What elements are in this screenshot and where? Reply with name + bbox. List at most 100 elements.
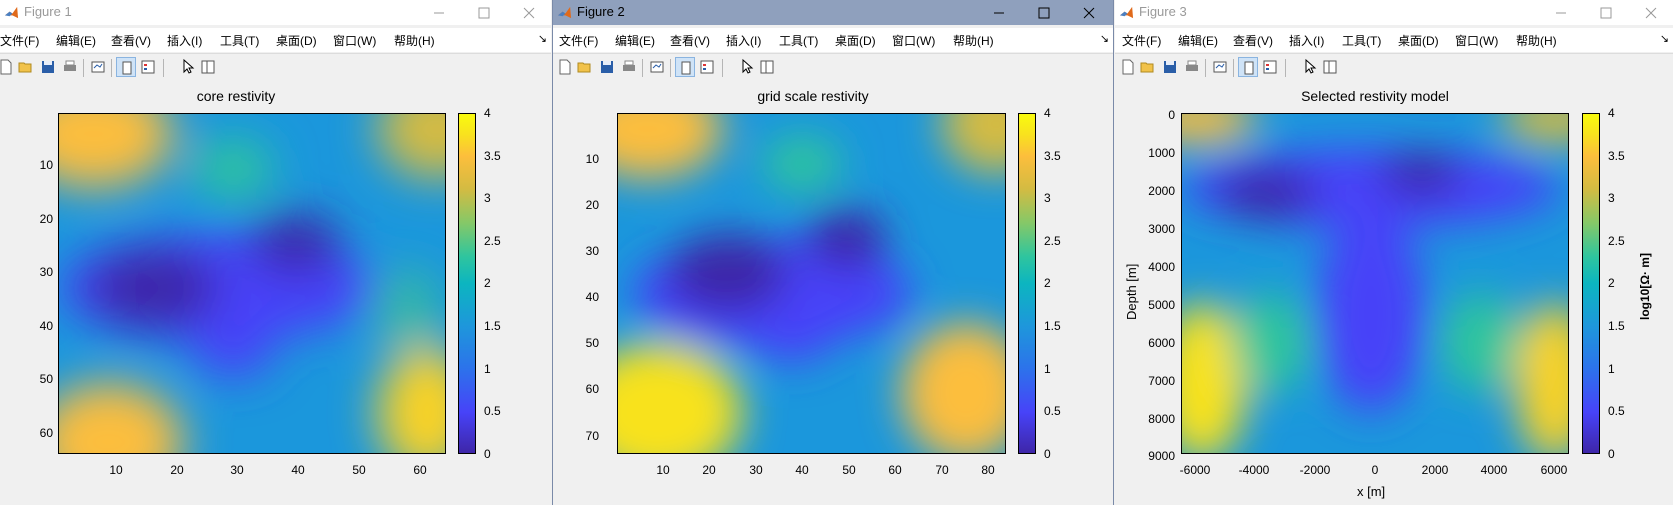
menu-help[interactable]: 帮助(H) xyxy=(953,34,994,48)
heatmap-grid-scale-restivity[interactable] xyxy=(617,113,1006,454)
colorbar[interactable] xyxy=(458,113,476,454)
link-plot-button[interactable] xyxy=(1210,57,1230,77)
heatmap-blob xyxy=(618,114,723,179)
minimize-button[interactable] xyxy=(416,0,461,25)
maximize-button[interactable] xyxy=(461,0,506,25)
property-inspector-button[interactable] xyxy=(757,57,777,77)
menu-view[interactable]: 查看(V) xyxy=(1233,34,1273,48)
colorbar-tick-label: 0.5 xyxy=(1044,404,1061,418)
menu-window[interactable]: 窗口(W) xyxy=(333,34,377,48)
edit-plot-button[interactable] xyxy=(178,57,198,77)
menu-edit[interactable]: 编辑(E) xyxy=(56,34,96,48)
menu-insert[interactable]: 插入(I) xyxy=(1289,34,1325,48)
menu-edit[interactable]: 编辑(E) xyxy=(1178,34,1218,48)
property-inspector-button[interactable] xyxy=(198,57,218,77)
dock-figure-button[interactable] xyxy=(116,57,136,77)
y-tick-label: 10 xyxy=(39,158,53,172)
close-button[interactable] xyxy=(506,0,551,25)
new-file-icon xyxy=(0,59,12,75)
link-plot-button[interactable] xyxy=(647,57,667,77)
menu-edit[interactable]: 编辑(E) xyxy=(615,34,655,48)
menu-bar: 文件(F) 编辑(E) 查看(V) 插入(I) 工具(T) 桌面(D) 窗口(W… xyxy=(1115,28,1673,52)
colorbar[interactable] xyxy=(1018,113,1036,454)
menu-overflow-icon[interactable]: ↘ xyxy=(1099,33,1109,45)
menu-overflow-icon[interactable]: ↘ xyxy=(1659,33,1669,45)
print-button[interactable] xyxy=(60,57,80,77)
menu-view[interactable]: 查看(V) xyxy=(670,34,710,48)
menu-file[interactable]: 文件(F) xyxy=(1122,34,1162,48)
heatmap-core-restivity[interactable] xyxy=(58,113,446,454)
heatmap-blob xyxy=(752,312,832,363)
x-tick-label: 50 xyxy=(352,463,366,477)
legend-button[interactable] xyxy=(697,57,717,77)
x-tick-label: 0 xyxy=(1371,463,1379,477)
menu-tools[interactable]: 工具(T) xyxy=(779,34,819,48)
x-axis-label: x [m] xyxy=(1357,484,1386,499)
minimize-button[interactable] xyxy=(1538,0,1583,25)
x-tick-label: -6000 xyxy=(1179,463,1211,477)
edit-plot-button[interactable] xyxy=(737,57,757,77)
heatmap-blob xyxy=(1231,292,1312,393)
legend-icon xyxy=(1263,60,1277,74)
title-bar[interactable]: Figure 3 xyxy=(1115,0,1673,25)
open-button[interactable] xyxy=(575,57,595,77)
close-button[interactable] xyxy=(1628,0,1673,25)
edit-plot-button[interactable] xyxy=(1300,57,1320,77)
menu-view[interactable]: 查看(V) xyxy=(111,34,151,48)
link-plot-button[interactable] xyxy=(88,57,108,77)
colorbar[interactable] xyxy=(1582,113,1600,454)
title-bar[interactable]: Figure 2 xyxy=(553,0,1113,25)
menu-help[interactable]: 帮助(H) xyxy=(394,34,435,48)
x-tick-label: 60 xyxy=(888,463,902,477)
menu-window[interactable]: 窗口(W) xyxy=(1455,34,1499,48)
y-tick-label: 1000 xyxy=(1148,146,1175,160)
maximize-button[interactable] xyxy=(1583,0,1628,25)
minimize-button[interactable] xyxy=(976,0,1021,25)
property-inspector-button[interactable] xyxy=(1320,57,1340,77)
menu-help[interactable]: 帮助(H) xyxy=(1516,34,1557,48)
open-button[interactable] xyxy=(1138,57,1158,77)
heatmap-blob xyxy=(372,268,443,348)
menu-desktop[interactable]: 桌面(D) xyxy=(276,34,317,48)
save-button[interactable] xyxy=(1160,57,1180,77)
heatmap-blob xyxy=(88,248,219,328)
legend-button[interactable] xyxy=(138,57,158,77)
maximize-button[interactable] xyxy=(1021,0,1066,25)
title-bar[interactable]: Figure 1 xyxy=(0,0,551,25)
menu-window[interactable]: 窗口(W) xyxy=(892,34,936,48)
y-tick-label: 7000 xyxy=(1148,374,1175,388)
heatmap-selected-restivity-model[interactable] xyxy=(1181,113,1569,454)
save-button[interactable] xyxy=(597,57,617,77)
dock-icon xyxy=(1244,61,1254,75)
save-button[interactable] xyxy=(38,57,58,77)
new-figure-button[interactable] xyxy=(1118,57,1138,77)
new-figure-button[interactable] xyxy=(0,57,16,77)
heatmap-blob xyxy=(807,208,887,269)
colorbar-tick-label: 0 xyxy=(484,447,491,461)
dock-figure-button[interactable] xyxy=(1238,57,1258,77)
menu-tools[interactable]: 工具(T) xyxy=(1342,34,1382,48)
menu-insert[interactable]: 插入(I) xyxy=(167,34,203,48)
menu-tools[interactable]: 工具(T) xyxy=(220,34,260,48)
x-tick-label: 30 xyxy=(749,463,763,477)
legend-button[interactable] xyxy=(1260,57,1280,77)
dock-figure-button[interactable] xyxy=(675,57,695,77)
menu-file[interactable]: 文件(F) xyxy=(559,34,599,48)
menu-overflow-icon[interactable]: ↘ xyxy=(537,33,547,45)
colorbar-tick-label: 1.5 xyxy=(1044,319,1061,333)
menu-file[interactable]: 文件(F) xyxy=(0,34,40,48)
open-button[interactable] xyxy=(16,57,36,77)
menu-insert[interactable]: 插入(I) xyxy=(726,34,762,48)
link-plot-icon xyxy=(1213,61,1227,73)
close-button[interactable] xyxy=(1066,0,1111,25)
new-figure-button[interactable] xyxy=(555,57,575,77)
print-button[interactable] xyxy=(619,57,639,77)
menu-bar: 文件(F) 编辑(E) 查看(V) 插入(I) 工具(T) 桌面(D) 窗口(W… xyxy=(0,28,551,52)
toolbar-separator xyxy=(1285,59,1286,77)
print-button[interactable] xyxy=(1182,57,1202,77)
heatmap-blob xyxy=(59,382,184,453)
y-tick-label: 10 xyxy=(585,152,599,166)
menu-desktop[interactable]: 桌面(D) xyxy=(835,34,876,48)
menu-desktop[interactable]: 桌面(D) xyxy=(1398,34,1439,48)
x-tick-label: 70 xyxy=(935,463,949,477)
